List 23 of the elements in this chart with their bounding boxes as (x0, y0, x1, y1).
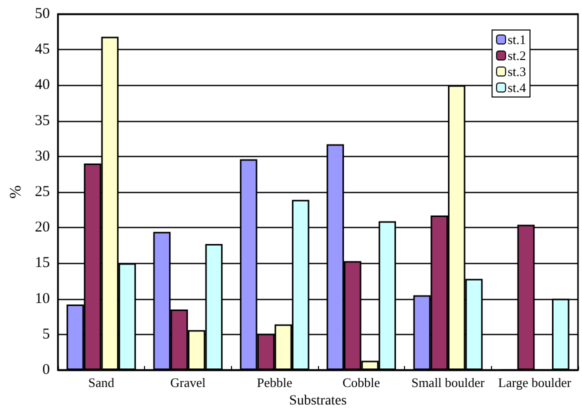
y-tick-label: 30 (34, 148, 50, 164)
y-tick-label: 15 (34, 255, 50, 272)
legend-label: st.3 (508, 64, 526, 79)
x-tick-label: Sand (88, 375, 115, 390)
legend-label: st.1 (508, 32, 526, 47)
x-tick-label: Small boulder (411, 375, 486, 390)
x-tick-label: Large boulder (498, 375, 572, 390)
y-tick-label: 5 (42, 326, 50, 342)
y-tick-label: 35 (34, 112, 50, 129)
legend-label: st.4 (508, 80, 526, 95)
x-axis-title: Substrates (289, 393, 347, 408)
legend-label: st.2 (508, 48, 526, 63)
y-tick-label: 40 (34, 77, 50, 94)
y-axis-title: % (8, 185, 24, 199)
x-tick-label: Cobble (342, 375, 380, 390)
y-tick-label: 0 (42, 362, 50, 378)
y-tick-label: 20 (34, 220, 50, 236)
y-tick-label: 45 (34, 42, 50, 58)
y-tick-label: 50 (34, 6, 50, 22)
x-tick-label: Gravel (170, 375, 206, 390)
x-tick-label: Pebble (256, 375, 293, 390)
y-tick-label: 10 (34, 290, 50, 307)
y-tick-label: 25 (34, 184, 50, 200)
